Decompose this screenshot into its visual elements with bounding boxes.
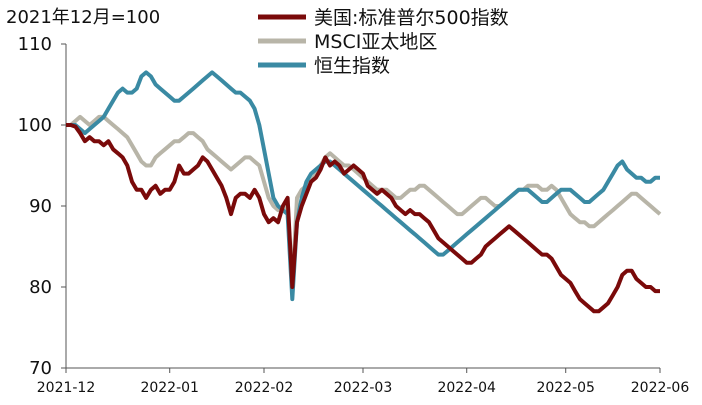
x-tick-label: 2022-02: [235, 380, 294, 396]
y-tick-label: 90: [29, 196, 52, 217]
x-tick-labels: 2021-12 2022-01 2022-02 2022-03 2022-04 2022-…: [37, 368, 690, 396]
legend-label: MSCI亚太地区: [314, 31, 437, 53]
y-tick-labels: 70 80 90 100 110: [18, 34, 66, 379]
y-tick-label: 100: [18, 115, 52, 136]
x-tick-label: 2022-03: [334, 380, 393, 396]
series-line-2: [66, 70, 660, 302]
legend-label: 恒生指数: [314, 55, 390, 77]
x-tick-label: 2022-06: [631, 380, 690, 396]
axes: [65, 44, 660, 369]
series-line-1: [66, 114, 662, 289]
y-tick-label: 110: [18, 34, 52, 55]
y-tick-label: 70: [29, 358, 52, 379]
x-tick-label: 2022-04: [437, 380, 496, 396]
x-tick-label: 2022-05: [536, 380, 595, 396]
base-note: 2021年12月=100: [6, 7, 160, 28]
series-line-0: [66, 123, 660, 314]
series-lines: [66, 70, 662, 314]
legend-label: 美国:标准普尔500指数: [314, 7, 509, 29]
x-tick-label: 2022-01: [140, 380, 199, 396]
y-tick-label: 80: [29, 277, 52, 298]
x-tick-label: 2021-12: [37, 380, 96, 396]
